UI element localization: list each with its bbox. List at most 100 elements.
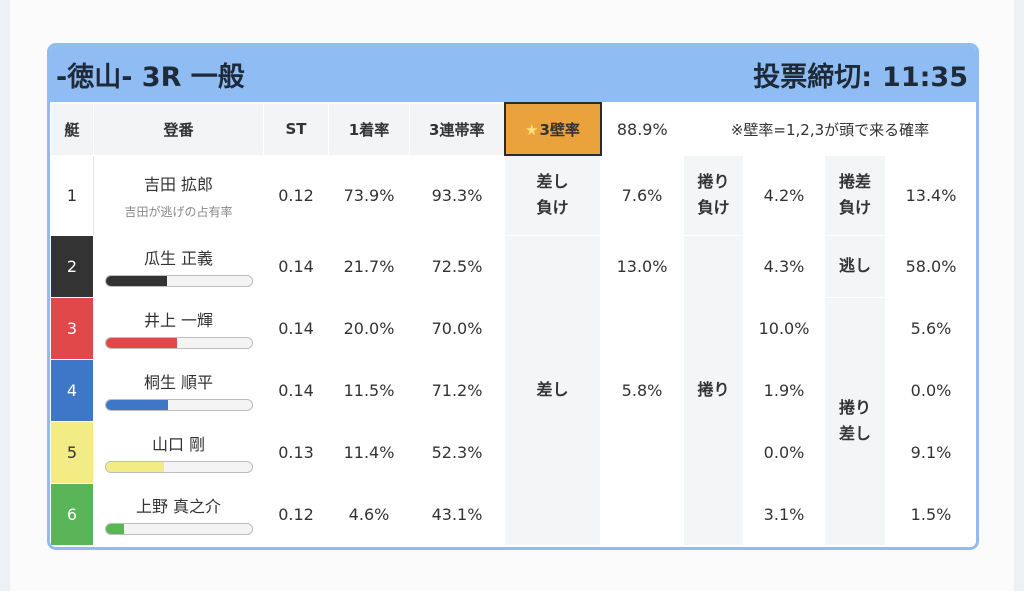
sashi-value: 5.8% bbox=[600, 358, 684, 422]
makuri-make-value: 4.2% bbox=[743, 154, 825, 236]
race-title: -徳山- 3R 一般 bbox=[56, 61, 245, 93]
table-row: 5 山口 剛 0.13 11.4% 52.3% 0.0% 9.1% bbox=[50, 420, 976, 484]
rate-bar-fill bbox=[105, 400, 169, 410]
wall-rate-value: 88.9% bbox=[600, 102, 684, 156]
boat-number: 5 bbox=[50, 420, 94, 484]
header-row: 艇 登番 ST 1着率 3連帯率 ★3壁率 88.9% ※壁率=1,2,3が頭で… bbox=[50, 102, 976, 156]
left-margin-strip bbox=[0, 0, 10, 591]
right-value: 0.0% bbox=[885, 358, 976, 422]
win-rate: 11.4% bbox=[328, 420, 410, 484]
rate-bar bbox=[104, 337, 253, 349]
wall-rate-button[interactable]: ★3壁率 bbox=[503, 102, 602, 156]
sashi-value bbox=[600, 482, 684, 546]
st-value: 0.13 bbox=[263, 420, 329, 484]
table-row: 3 井上 一輝 0.14 20.0% 70.0% 10.0% 捲り差し 5.6% bbox=[50, 296, 976, 546]
makuri-value: 0.0% bbox=[743, 420, 825, 484]
makuri-value: 10.0% bbox=[743, 296, 825, 360]
boat-number: 6 bbox=[50, 482, 94, 546]
top3-rate: 72.5% bbox=[409, 234, 505, 298]
label-part: 差し bbox=[536, 172, 569, 192]
col-st: ST bbox=[263, 102, 329, 156]
label-part: 差し bbox=[838, 424, 871, 443]
deadline-label: 投票締切: bbox=[753, 61, 873, 93]
makurisashi-make-label: 捲差 負け bbox=[824, 154, 886, 236]
table-row: 2 瓜生 正義 0.14 21.7% 72.5% 差し 13.0% 捲り 4.3… bbox=[50, 234, 976, 546]
top3-rate: 52.3% bbox=[409, 420, 505, 484]
label-part: 負け bbox=[838, 198, 871, 217]
racer-name: 山口 剛 bbox=[151, 435, 206, 454]
rate-bar bbox=[104, 275, 253, 287]
label-part: 負け bbox=[536, 198, 569, 218]
makuri-label: 捲り bbox=[683, 234, 744, 546]
label-part: 捲り bbox=[838, 398, 871, 417]
right-margin-strip bbox=[1014, 0, 1024, 591]
col-win-rate: 1着率 bbox=[328, 102, 410, 156]
label-part: 捲り bbox=[697, 172, 730, 191]
makuri-value: 4.3% bbox=[743, 234, 825, 298]
star-icon: ★ bbox=[525, 120, 539, 139]
race-card: -徳山- 3R 一般 投票締切: 11:35 艇 登番 ST 1着率 3連帯率 ★… bbox=[47, 43, 979, 550]
sashi-make-value: 7.6% bbox=[600, 154, 684, 236]
top3-rate: 71.2% bbox=[409, 358, 505, 422]
rate-bar-fill bbox=[105, 276, 167, 286]
boat-number: 3 bbox=[50, 296, 94, 360]
st-value: 0.12 bbox=[263, 482, 329, 546]
racer-note: 吉田が逃げの占有率 bbox=[124, 204, 233, 219]
table-row: 6 上野 真之介 0.12 4.6% 43.1% 3.1% 1.5% bbox=[50, 482, 976, 546]
makuri-value: 1.9% bbox=[743, 358, 825, 422]
racer-name: 上野 真之介 bbox=[135, 497, 222, 516]
race-header: -徳山- 3R 一般 投票締切: 11:35 bbox=[50, 46, 976, 102]
boat-number: 1 bbox=[50, 154, 94, 236]
racer-name: 瓜生 正義 bbox=[143, 249, 214, 268]
wall-rate-note: ※壁率=1,2,3が頭で来る確率 bbox=[683, 102, 976, 156]
racer-cell: 上野 真之介 bbox=[93, 482, 264, 546]
deadline-time: 11:35 bbox=[882, 61, 968, 93]
racer-name: 桐生 順平 bbox=[143, 373, 214, 392]
win-rate: 11.5% bbox=[328, 358, 410, 422]
rate-bar bbox=[104, 399, 253, 411]
racer-cell: 桐生 順平 bbox=[93, 358, 264, 422]
sashi-value: 13.0% bbox=[600, 234, 684, 298]
top3-rate: 93.3% bbox=[409, 154, 505, 236]
voting-deadline: 投票締切: 11:35 bbox=[753, 55, 968, 94]
win-rate: 20.0% bbox=[328, 296, 410, 360]
makuri-make-label: 捲り 負け bbox=[683, 154, 744, 236]
win-rate: 4.6% bbox=[328, 482, 410, 546]
racer-cell: 瓜生 正義 bbox=[93, 234, 264, 298]
col-top3-rate: 3連帯率 bbox=[409, 102, 505, 156]
race-table: 艇 登番 ST 1着率 3連帯率 ★3壁率 88.9% ※壁率=1,2,3が頭で… bbox=[50, 102, 976, 546]
right-value: 5.6% bbox=[885, 296, 976, 360]
rate-bar bbox=[104, 461, 253, 473]
label-part: 負け bbox=[697, 198, 730, 217]
sashi-make-label: 差し 負け bbox=[504, 154, 601, 236]
win-rate: 21.7% bbox=[328, 234, 410, 298]
rate-bar-fill bbox=[105, 524, 125, 534]
sashi-value bbox=[600, 420, 684, 484]
rate-bar-fill bbox=[105, 338, 178, 348]
racer-cell: 山口 剛 bbox=[93, 420, 264, 484]
makurisashi-make-value: 13.4% bbox=[885, 154, 976, 236]
racer-name: 井上 一輝 bbox=[143, 311, 214, 330]
wall-rate-label: 3壁率 bbox=[539, 120, 580, 139]
st-value: 0.14 bbox=[263, 296, 329, 360]
win-rate: 73.9% bbox=[328, 154, 410, 236]
boat-number: 2 bbox=[50, 234, 94, 298]
right-value: 1.5% bbox=[885, 482, 976, 546]
sashi-value bbox=[600, 296, 684, 360]
racer-cell: 吉田 拡郎 吉田が逃げの占有率 bbox=[93, 154, 264, 236]
boat-number: 4 bbox=[50, 358, 94, 422]
racer-name: 吉田 拡郎 bbox=[143, 174, 214, 194]
table-row: 1 吉田 拡郎 吉田が逃げの占有率 0.12 73.9% 93.3% 差し 負け … bbox=[50, 154, 976, 236]
col-boat: 艇 bbox=[50, 102, 94, 156]
racer-cell: 井上 一輝 bbox=[93, 296, 264, 360]
top3-rate: 70.0% bbox=[409, 296, 505, 360]
rate-bar bbox=[104, 523, 253, 535]
sashi-label: 差し bbox=[504, 234, 601, 546]
top3-rate: 43.1% bbox=[409, 482, 505, 546]
st-value: 0.12 bbox=[263, 154, 329, 236]
col-name: 登番 bbox=[93, 102, 264, 156]
right-value: 9.1% bbox=[885, 420, 976, 484]
right-value: 58.0% bbox=[885, 234, 976, 298]
st-value: 0.14 bbox=[263, 234, 329, 298]
nigashi-label: 逃し bbox=[824, 234, 886, 298]
